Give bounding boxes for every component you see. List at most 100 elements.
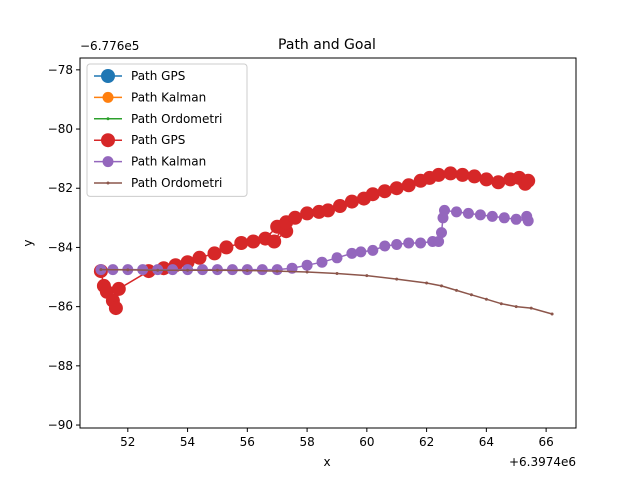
data-point xyxy=(300,206,315,221)
y-tick-label: −86 xyxy=(48,300,73,314)
data-point xyxy=(521,173,536,188)
data-point xyxy=(455,288,458,292)
data-point xyxy=(377,184,392,199)
y-offset-label: −6.776e5 xyxy=(80,39,139,53)
data-point xyxy=(455,167,470,182)
data-point xyxy=(443,166,458,181)
data-point xyxy=(431,167,446,182)
data-point xyxy=(321,203,335,218)
data-point xyxy=(301,259,313,271)
x-axis-label: x xyxy=(323,455,330,469)
data-point xyxy=(415,237,427,249)
data-point xyxy=(498,212,510,224)
data-point xyxy=(275,269,279,273)
legend-marker xyxy=(101,133,115,148)
legend-label: Path GPS xyxy=(131,133,185,147)
legend-item: Path Kalman xyxy=(94,90,206,104)
y-tick-label: −90 xyxy=(48,418,73,432)
data-point xyxy=(479,172,494,187)
legend-item: Path Ordometri xyxy=(94,176,222,190)
legend-label: Path Kalman xyxy=(131,155,206,169)
data-point xyxy=(335,272,339,275)
data-point xyxy=(355,246,367,258)
data-point xyxy=(256,264,268,276)
legend-label: Path GPS xyxy=(131,69,185,83)
data-point xyxy=(111,281,126,296)
y-tick-label: −80 xyxy=(48,122,73,136)
data-point xyxy=(451,206,462,218)
legend-item: Path GPS xyxy=(94,133,185,148)
data-point xyxy=(207,246,222,261)
x-tick-label: 54 xyxy=(180,435,195,449)
x-tick-label: 60 xyxy=(359,435,374,449)
legend-label: Path Ordometri xyxy=(131,176,222,190)
legend-marker xyxy=(106,181,110,185)
x-tick-label: 62 xyxy=(419,435,434,449)
data-point xyxy=(484,297,488,301)
data-point xyxy=(288,210,303,225)
legend-item: Path Ordometri xyxy=(94,112,222,126)
y-tick-label: −78 xyxy=(48,63,73,77)
y-tick-label: −84 xyxy=(48,240,73,254)
data-point xyxy=(491,175,506,190)
data-point xyxy=(305,270,309,274)
data-point xyxy=(226,264,238,276)
legend-marker xyxy=(102,156,114,168)
legend: Path GPS Path Kalman Path Ordometri Path GP… xyxy=(86,63,248,197)
data-point xyxy=(401,178,416,193)
data-point xyxy=(391,239,403,250)
y-axis: −90 −88 −86 −84 −82 −80 −78 xyxy=(48,63,80,432)
data-point xyxy=(469,293,473,297)
x-axis: 52 54 56 58 60 62 64 66 xyxy=(120,428,554,449)
series-layer xyxy=(93,166,554,316)
x-tick-label: 64 xyxy=(479,435,494,449)
legend-marker xyxy=(102,91,114,103)
x-tick-label: 58 xyxy=(299,435,314,449)
data-point xyxy=(514,305,518,309)
data-point xyxy=(333,199,347,213)
data-point xyxy=(462,207,474,219)
data-point xyxy=(433,236,445,247)
data-point xyxy=(550,312,554,316)
series-5 xyxy=(99,268,554,316)
data-point xyxy=(499,302,503,306)
data-point xyxy=(510,213,522,225)
data-point xyxy=(521,210,533,222)
x-tick-label: 66 xyxy=(538,435,553,449)
legend-item: Path Kalman xyxy=(94,155,206,169)
x-tick-label: 52 xyxy=(120,435,135,449)
data-point xyxy=(267,234,282,249)
data-point xyxy=(439,204,450,216)
data-point xyxy=(403,237,415,249)
data-point xyxy=(486,210,498,222)
axes-frame xyxy=(79,57,577,429)
chart-title: Path and Goal xyxy=(278,37,376,53)
data-point xyxy=(245,269,249,272)
data-point xyxy=(246,234,261,249)
data-point xyxy=(126,268,130,272)
data-point xyxy=(346,247,358,259)
legend-box xyxy=(86,63,248,197)
data-point xyxy=(344,194,359,209)
legend-marker xyxy=(106,117,110,121)
data-point xyxy=(215,268,219,272)
data-point xyxy=(365,187,380,202)
data-point xyxy=(440,284,443,288)
data-point xyxy=(379,240,391,252)
data-point xyxy=(467,169,482,184)
data-point xyxy=(425,281,429,285)
data-point xyxy=(474,209,486,221)
legend-label: Path Ordometri xyxy=(131,112,222,126)
legend-label: Path Kalman xyxy=(131,90,206,104)
data-point xyxy=(186,268,190,272)
data-point xyxy=(108,301,123,316)
y-tick-label: −82 xyxy=(48,181,73,195)
data-point xyxy=(219,240,234,255)
data-point xyxy=(389,181,404,196)
data-point xyxy=(156,268,160,272)
y-axis-label: y xyxy=(21,239,35,246)
series-line xyxy=(100,268,553,315)
data-point xyxy=(192,250,207,265)
data-point xyxy=(436,227,447,239)
